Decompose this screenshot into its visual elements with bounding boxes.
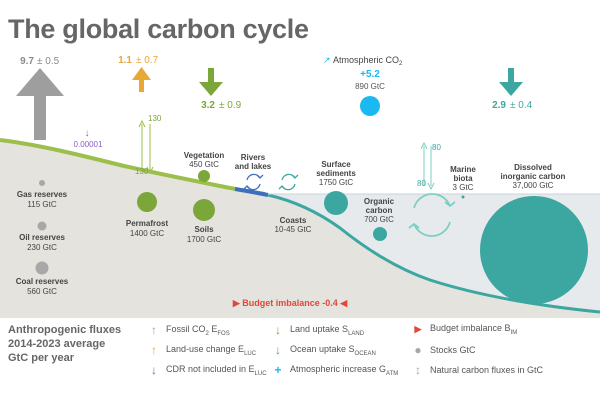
organic-value: 700 GtC — [364, 215, 394, 224]
oil-reserve-circle — [37, 221, 47, 231]
legend-heading: Anthropogenic fluxes 2014-2023 average G… — [8, 324, 122, 364]
cdr-value: 0.00001 — [74, 140, 103, 149]
ocean-uptake-value: 2.9 — [492, 100, 506, 111]
permafrost-value: 1400 GtC — [130, 229, 164, 238]
land-uptake-arrow — [199, 68, 223, 96]
coast-cycle-icon — [278, 173, 299, 191]
gas-reserve-value: 115 GtC — [27, 200, 56, 209]
legend: Anthropogenic fluxes 2014-2023 average G… — [0, 318, 600, 400]
oil-reserve-name: Oil reserves — [19, 233, 65, 242]
sediments-circle — [324, 191, 348, 215]
natural-ocean-flux-arrows — [420, 141, 435, 191]
coal-reserve-value: 560 GtC — [27, 287, 57, 296]
land-uptake-value: 3.2 — [201, 100, 215, 111]
natural-ocean-down: 80 — [417, 179, 426, 188]
luc-uncertainty: ± 0.7 — [136, 55, 159, 66]
ocean-uptake-arrow — [499, 68, 523, 96]
rivers-name-2: and lakes — [235, 162, 272, 171]
natural-land-flux-arrows — [138, 119, 154, 175]
luc-value: 1.1 — [118, 55, 132, 66]
soils-name: Soils — [194, 225, 214, 234]
legend-stocks: ● Stocks GtC — [414, 343, 476, 357]
fossil-arrow — [16, 68, 64, 140]
legend-atmos: + Atmospheric increase GATM — [274, 363, 399, 377]
atmos-value: +5.2 — [360, 69, 380, 80]
rivers-name-1: Rivers — [241, 153, 266, 162]
atmos-stock-circle — [360, 96, 380, 116]
cdr-arrow-icon: ↓ — [85, 128, 90, 139]
natural-land-down: 130 — [135, 167, 149, 176]
biota-name-1: Marine — [450, 165, 476, 174]
coasts-name: Coasts — [280, 216, 307, 225]
dic-circle — [480, 196, 588, 304]
river-line — [234, 187, 269, 197]
legend-ocean: ↓ Ocean uptake SOCEAN — [275, 343, 376, 357]
gas-reserve-circle — [39, 180, 45, 186]
dic-name-1: Dissolved — [514, 163, 552, 172]
organic-name-2: carbon — [366, 206, 393, 215]
soils-value: 1700 GtC — [187, 235, 221, 244]
sediments-value: 1750 GtC — [319, 178, 353, 187]
legend-luc: ↑ Land-use change ELUC — [151, 343, 257, 357]
natural-ocean-up: 80 — [432, 143, 441, 152]
rivers-cycle-icon — [243, 173, 264, 191]
atmos-stock: 890 GtC — [355, 82, 385, 91]
vegetation-value: 450 GtC — [189, 160, 219, 169]
coasts-value: 10-45 GtC — [275, 225, 312, 234]
soils-circle — [193, 199, 215, 221]
permafrost-name: Permafrost — [126, 219, 169, 228]
gas-reserve-name: Gas reserves — [17, 190, 68, 199]
permafrost-circle — [137, 192, 157, 212]
vegetation-circle — [198, 170, 210, 182]
coal-reserve-circle — [35, 261, 49, 275]
natural-land-up: 130 — [148, 114, 162, 123]
luc-arrow — [132, 67, 151, 92]
atmos-label: Atmospheric CO2 — [333, 55, 403, 67]
oil-reserve-value: 230 GtC — [27, 243, 57, 252]
biota-circle — [461, 195, 465, 199]
legend-natural: ↕ Natural carbon fluxes in GtC — [415, 363, 544, 377]
dic-value: 37,000 GtC — [513, 181, 554, 190]
organic-name-1: Organic — [364, 197, 395, 206]
organic-circle — [373, 227, 387, 241]
legend-land: ↓ Land uptake SLAND — [275, 323, 365, 337]
ocean-cycle-icon — [408, 193, 456, 237]
fossil-value: 9.7 — [20, 56, 34, 67]
legend-imbalance: ▶ Budget imbalance BIM — [414, 323, 518, 336]
budget-imbalance: ▶ Budget imbalance -0.4 ◀ — [232, 298, 348, 308]
atmos-plus-icon: ↗ — [323, 55, 331, 65]
land-uptake-uncertainty: ± 0.9 — [219, 100, 242, 111]
vegetation-name: Vegetation — [184, 151, 225, 160]
sediments-name-2: sediments — [316, 169, 356, 178]
biota-name-2: biota — [453, 174, 473, 183]
legend-cdr: ↓ CDR not included in ELUC — [151, 363, 267, 377]
ocean-uptake-uncertainty: ± 0.4 — [510, 100, 533, 111]
coal-reserve-name: Coal reserves — [16, 277, 69, 286]
biota-value: 3 GtC — [453, 183, 474, 192]
dic-name-2: inorganic carbon — [501, 172, 566, 181]
fossil-uncertainty: ± 0.5 — [37, 56, 60, 67]
page-title: The global carbon cycle — [8, 14, 309, 44]
sediments-name-1: Surface — [321, 160, 351, 169]
legend-fossil: ↑ Fossil CO2 EFOS — [151, 323, 230, 337]
